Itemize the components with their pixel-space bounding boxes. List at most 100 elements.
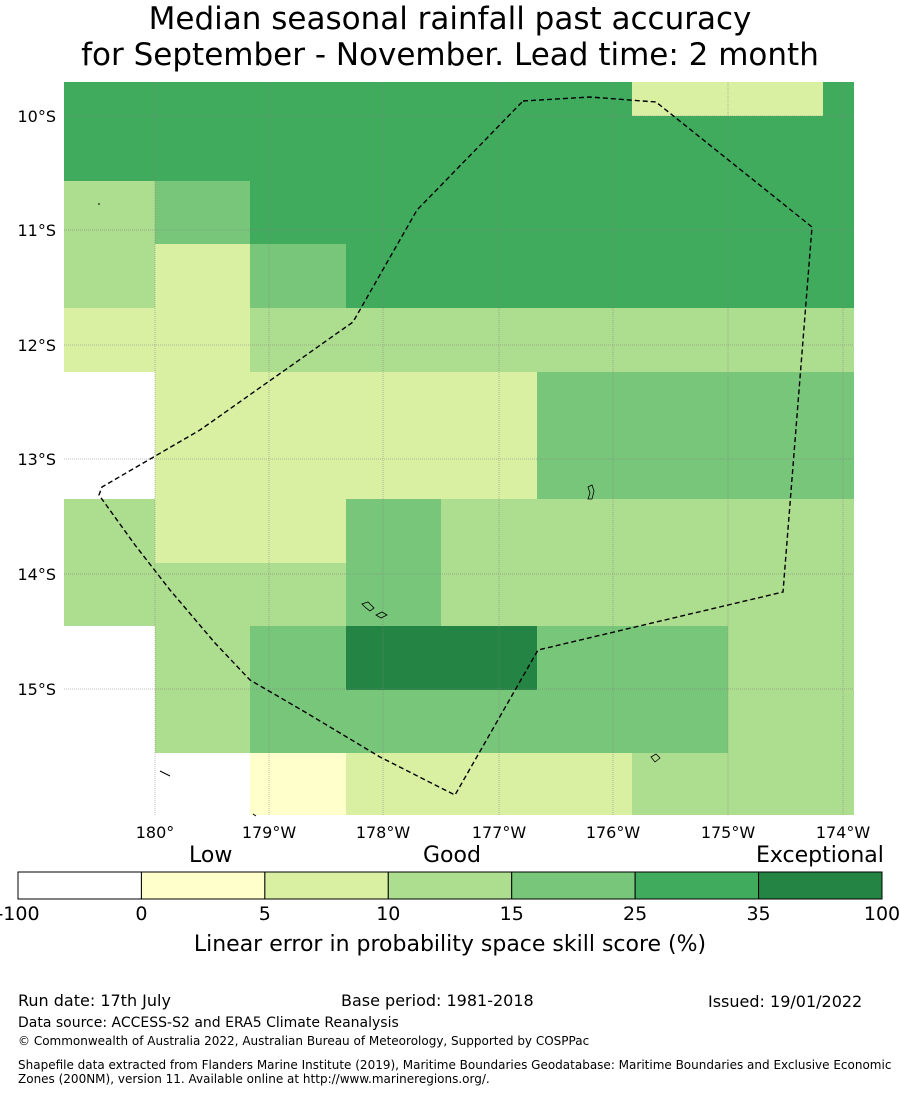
grid-cell xyxy=(537,181,632,244)
grid-cell xyxy=(728,181,823,244)
grid-cell xyxy=(155,181,250,244)
lat-tick-label: 13°S xyxy=(17,450,56,469)
grid-cell xyxy=(346,244,441,308)
colorbar-swatch xyxy=(387,871,513,900)
colorbar-swatch xyxy=(511,871,636,900)
colorbar-swatch xyxy=(140,871,266,900)
grid-cell xyxy=(155,308,250,372)
grid-cell xyxy=(537,308,632,372)
grid-cell xyxy=(441,244,537,308)
grid-cell xyxy=(823,690,854,753)
colorbar-tick-label: 35 xyxy=(746,903,770,925)
grid-cell xyxy=(728,82,823,116)
grid-cell xyxy=(728,435,823,499)
grid-cell xyxy=(823,181,854,244)
grid-cell xyxy=(346,435,441,499)
grid-cell xyxy=(823,308,854,372)
island xyxy=(361,601,375,612)
run-date: Run date: 17th July xyxy=(18,991,171,1010)
grid-cell xyxy=(441,753,537,815)
grid-cell xyxy=(537,753,632,815)
grid-cell xyxy=(346,308,441,372)
issued-date: Issued: 19/01/2022 xyxy=(708,992,863,1011)
grid-cell xyxy=(537,82,632,116)
grid-cell xyxy=(64,82,155,116)
grid-cell xyxy=(441,499,537,563)
copyright: © Commonwealth of Australia 2022, Austra… xyxy=(18,1034,590,1048)
colorbar-swatch xyxy=(264,871,389,900)
grid-cell xyxy=(632,753,728,815)
grid-cell xyxy=(537,435,632,499)
grid-cell xyxy=(250,308,346,372)
lon-tick-label: 177°W xyxy=(472,823,527,842)
grid-cell xyxy=(64,244,155,308)
grid-cell xyxy=(823,753,854,815)
grid-cell xyxy=(537,626,632,690)
grid-cell xyxy=(823,499,854,563)
grid-cell xyxy=(346,499,441,563)
grid-cell xyxy=(823,626,854,690)
colorbar-tick-label: 25 xyxy=(623,903,647,925)
grid-cell xyxy=(155,372,250,435)
colorbar-tick-label: -100 xyxy=(0,903,40,925)
grid-cell xyxy=(441,181,537,244)
grid-cell xyxy=(632,563,728,626)
colorbar-tick-label: 10 xyxy=(376,903,400,925)
grid-cell xyxy=(64,308,155,372)
islands xyxy=(98,203,661,817)
colorbar: -100 0 5 10 15 25 35 100 xyxy=(0,871,900,925)
lon-tick-label: 174°W xyxy=(816,823,871,842)
grid-cell xyxy=(346,563,441,626)
grid-cell xyxy=(250,753,346,815)
grid-cell xyxy=(155,435,250,499)
longitude-ticks: 180° 179°W 178°W 177°W 176°W 175°W 174°W xyxy=(136,823,871,842)
grid-cell xyxy=(64,563,155,626)
grid-cell xyxy=(537,116,632,181)
base-period: Base period: 1981-2018 xyxy=(341,991,534,1010)
lat-tick-label: 12°S xyxy=(17,336,56,355)
grid-cell xyxy=(632,116,728,181)
colorbar-tick-label: 0 xyxy=(135,903,147,925)
grid-cell xyxy=(537,244,632,308)
grid-cell xyxy=(346,372,441,435)
grid-cell xyxy=(155,244,250,308)
grid-cell xyxy=(250,626,346,690)
grid-cell xyxy=(155,499,250,563)
grid-cell xyxy=(537,499,632,563)
grid-cell xyxy=(823,372,854,435)
grid-cell xyxy=(250,435,346,499)
grid-cell xyxy=(441,626,537,690)
data-source: Data source: ACCESS-S2 and ERA5 Climate … xyxy=(18,1015,399,1031)
grid-cell xyxy=(632,244,728,308)
grid-cell xyxy=(728,499,823,563)
grid-cell xyxy=(346,181,441,244)
colorbar-label: Linear error in probability space skill … xyxy=(193,932,707,957)
grid-cell xyxy=(250,563,346,626)
grid-cell xyxy=(823,435,854,499)
lat-tick-label: 11°S xyxy=(17,221,56,240)
map-title-line1: Median seasonal rainfall past accuracy xyxy=(148,1,752,37)
grid-cell xyxy=(155,116,250,181)
lon-tick-label: 175°W xyxy=(701,823,756,842)
grid-cell xyxy=(537,563,632,626)
grid-cell xyxy=(441,82,537,116)
grid-cell xyxy=(155,626,250,690)
skill-grid xyxy=(64,82,854,815)
grid-cell xyxy=(632,372,728,435)
grid-cell xyxy=(441,308,537,372)
grid-cell xyxy=(155,82,250,116)
grid-cell xyxy=(632,499,728,563)
grid-cell xyxy=(346,626,441,690)
map-figure: 10°S11°S12°S13°S14°S15°S 180° 179°W 178°W 1… xyxy=(0,82,900,925)
grid-cell xyxy=(250,372,346,435)
grid-cell xyxy=(728,563,823,626)
grid-cell xyxy=(728,753,823,815)
grid-cell xyxy=(250,82,346,116)
grid-cell xyxy=(346,116,441,181)
grid-cell xyxy=(441,690,537,753)
grid-cell xyxy=(728,244,823,308)
grid-cell xyxy=(346,753,441,815)
grid-cell xyxy=(537,690,632,753)
grid-cell xyxy=(632,181,728,244)
lon-tick-label: 178°W xyxy=(356,823,411,842)
